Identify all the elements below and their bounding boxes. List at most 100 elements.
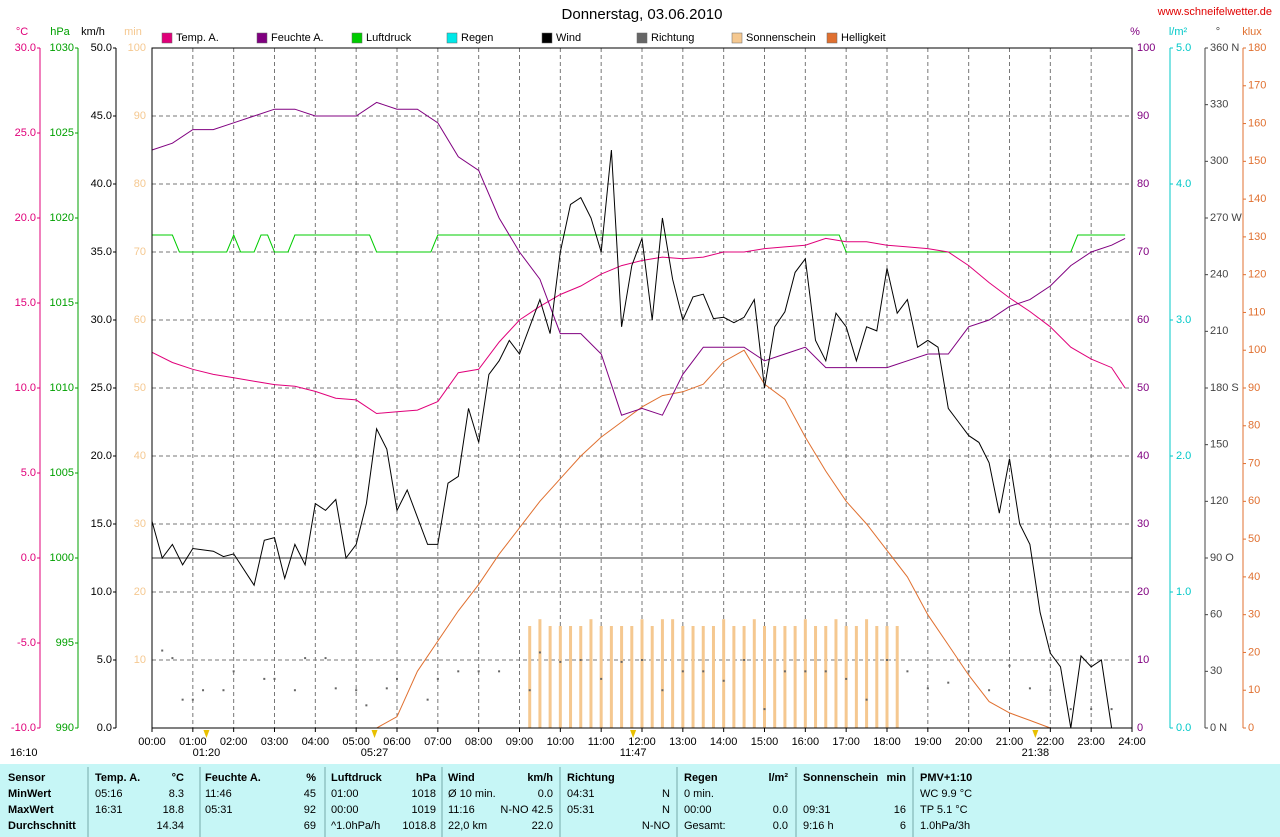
y-tick-label: 150 bbox=[1248, 155, 1266, 167]
point bbox=[202, 689, 205, 692]
legend-label: Wind bbox=[556, 32, 581, 44]
point bbox=[293, 689, 296, 692]
table-cell: 16 bbox=[894, 804, 906, 816]
y-tick-label: 30 bbox=[1248, 609, 1260, 621]
y-tick-label: 1000 bbox=[50, 552, 74, 564]
bar bbox=[701, 626, 705, 728]
y-tick-label: 50 bbox=[134, 382, 146, 394]
table-cell: 09:31 bbox=[803, 804, 831, 816]
legend-swatch bbox=[636, 32, 648, 44]
table-cell: 00:00 bbox=[331, 804, 359, 816]
x-tick-label: 03:00 bbox=[261, 736, 289, 748]
y-tick-label: 160 bbox=[1248, 117, 1266, 129]
y-tick-label: 2.0 bbox=[1176, 450, 1191, 462]
point bbox=[1028, 687, 1031, 690]
x-tick-label: 15:00 bbox=[751, 736, 779, 748]
legend-swatch bbox=[351, 32, 363, 44]
point bbox=[1090, 708, 1093, 711]
point bbox=[498, 670, 501, 673]
y-tick-label: 30 bbox=[1137, 518, 1149, 530]
bar bbox=[854, 626, 858, 728]
y-tick-label: 20.0 bbox=[91, 450, 112, 462]
point bbox=[926, 687, 929, 690]
legend-swatch bbox=[731, 32, 743, 44]
bar bbox=[844, 626, 848, 728]
y-tick-label: 35.0 bbox=[91, 246, 112, 258]
series-line bbox=[376, 349, 1051, 729]
source: www.schneifelwetter.de bbox=[1157, 6, 1272, 18]
y-tick-label: 180 S bbox=[1210, 382, 1239, 394]
y-tick-label: 70 bbox=[1248, 457, 1260, 469]
time-label: 16:10 bbox=[10, 747, 38, 759]
y-tick-label: 20 bbox=[134, 586, 146, 598]
bar bbox=[640, 619, 644, 728]
y-tick-label: 70 bbox=[134, 246, 146, 258]
x-tick-label: 06:00 bbox=[383, 736, 411, 748]
bar bbox=[660, 619, 664, 728]
x-tick-label: 19:00 bbox=[914, 736, 942, 748]
point bbox=[161, 649, 164, 652]
y-tick-label: 990 bbox=[56, 722, 74, 734]
y-tick-label: 90 bbox=[134, 110, 146, 122]
marker-label: 01:20 bbox=[193, 747, 221, 759]
bar bbox=[834, 619, 838, 728]
table-cell: N bbox=[662, 804, 670, 816]
y-tick-label: 330 bbox=[1210, 99, 1228, 111]
y-tick-label: 1030 bbox=[50, 42, 74, 54]
point bbox=[528, 689, 531, 692]
y-tick-label: 130 bbox=[1248, 231, 1266, 243]
y-tick-label: 45.0 bbox=[91, 110, 112, 122]
table-cell: 14.34 bbox=[156, 820, 184, 832]
y-tick-label: 360 N bbox=[1210, 42, 1239, 54]
point bbox=[355, 689, 358, 692]
point bbox=[232, 670, 235, 673]
y-tick-label: 120 bbox=[1248, 269, 1266, 281]
bar bbox=[875, 626, 879, 728]
bar bbox=[671, 619, 675, 728]
table-cell: l/m² bbox=[768, 772, 788, 784]
point bbox=[824, 670, 827, 673]
x-tick-label: 16:00 bbox=[792, 736, 820, 748]
point bbox=[681, 670, 684, 673]
y-tick-label: 10 bbox=[134, 654, 146, 666]
table-cell: 1019 bbox=[412, 804, 436, 816]
legend-swatch bbox=[256, 32, 268, 44]
y-tick-label: 40 bbox=[134, 450, 146, 462]
x-tick-label: 05:00 bbox=[342, 736, 370, 748]
point bbox=[273, 677, 276, 680]
x-tick-label: 11:00 bbox=[588, 736, 615, 748]
plot-border bbox=[151, 47, 1133, 729]
y-tick-label: 20 bbox=[1248, 646, 1260, 658]
point bbox=[641, 659, 643, 661]
table-cell: Regen bbox=[684, 772, 718, 784]
table-cell: 05:16 bbox=[95, 788, 123, 800]
y-tick-label: 1015 bbox=[50, 297, 74, 309]
table-cell: 0 min. bbox=[684, 788, 714, 800]
table-cell: MaxWert bbox=[8, 804, 54, 816]
x-tick-label: 13:00 bbox=[669, 736, 697, 748]
bar bbox=[609, 626, 613, 728]
table-cell: hPa bbox=[416, 772, 437, 784]
table-cell: °C bbox=[172, 772, 184, 784]
table-cell: 11:16 bbox=[448, 804, 475, 816]
table-cell: 1.0hPa/3h bbox=[920, 820, 970, 832]
y-tick-label: 10.0 bbox=[15, 382, 36, 394]
point bbox=[181, 698, 184, 701]
marker-label: 05:27 bbox=[361, 747, 389, 759]
marker-label: 21:38 bbox=[1022, 747, 1050, 759]
bar bbox=[538, 619, 542, 728]
y-tick-label: 80 bbox=[134, 178, 146, 190]
table-cell: ^1.0hPa/h bbox=[331, 820, 380, 832]
x-tick-label: 17:00 bbox=[832, 736, 860, 748]
y-tick-label: 15.0 bbox=[15, 297, 36, 309]
table-cell: 22.0 bbox=[532, 820, 553, 832]
y-tick-label: 70 bbox=[1137, 246, 1149, 258]
y-tick-label: 1005 bbox=[50, 467, 74, 479]
series-line bbox=[151, 149, 1113, 729]
bar bbox=[742, 626, 746, 728]
table-cell: Sonnenschein bbox=[803, 772, 878, 784]
y-tick-label: 140 bbox=[1248, 193, 1266, 205]
chart-title: Donnerstag, 03.06.2010 bbox=[562, 6, 723, 23]
y-tick-label: 40 bbox=[1137, 450, 1149, 462]
